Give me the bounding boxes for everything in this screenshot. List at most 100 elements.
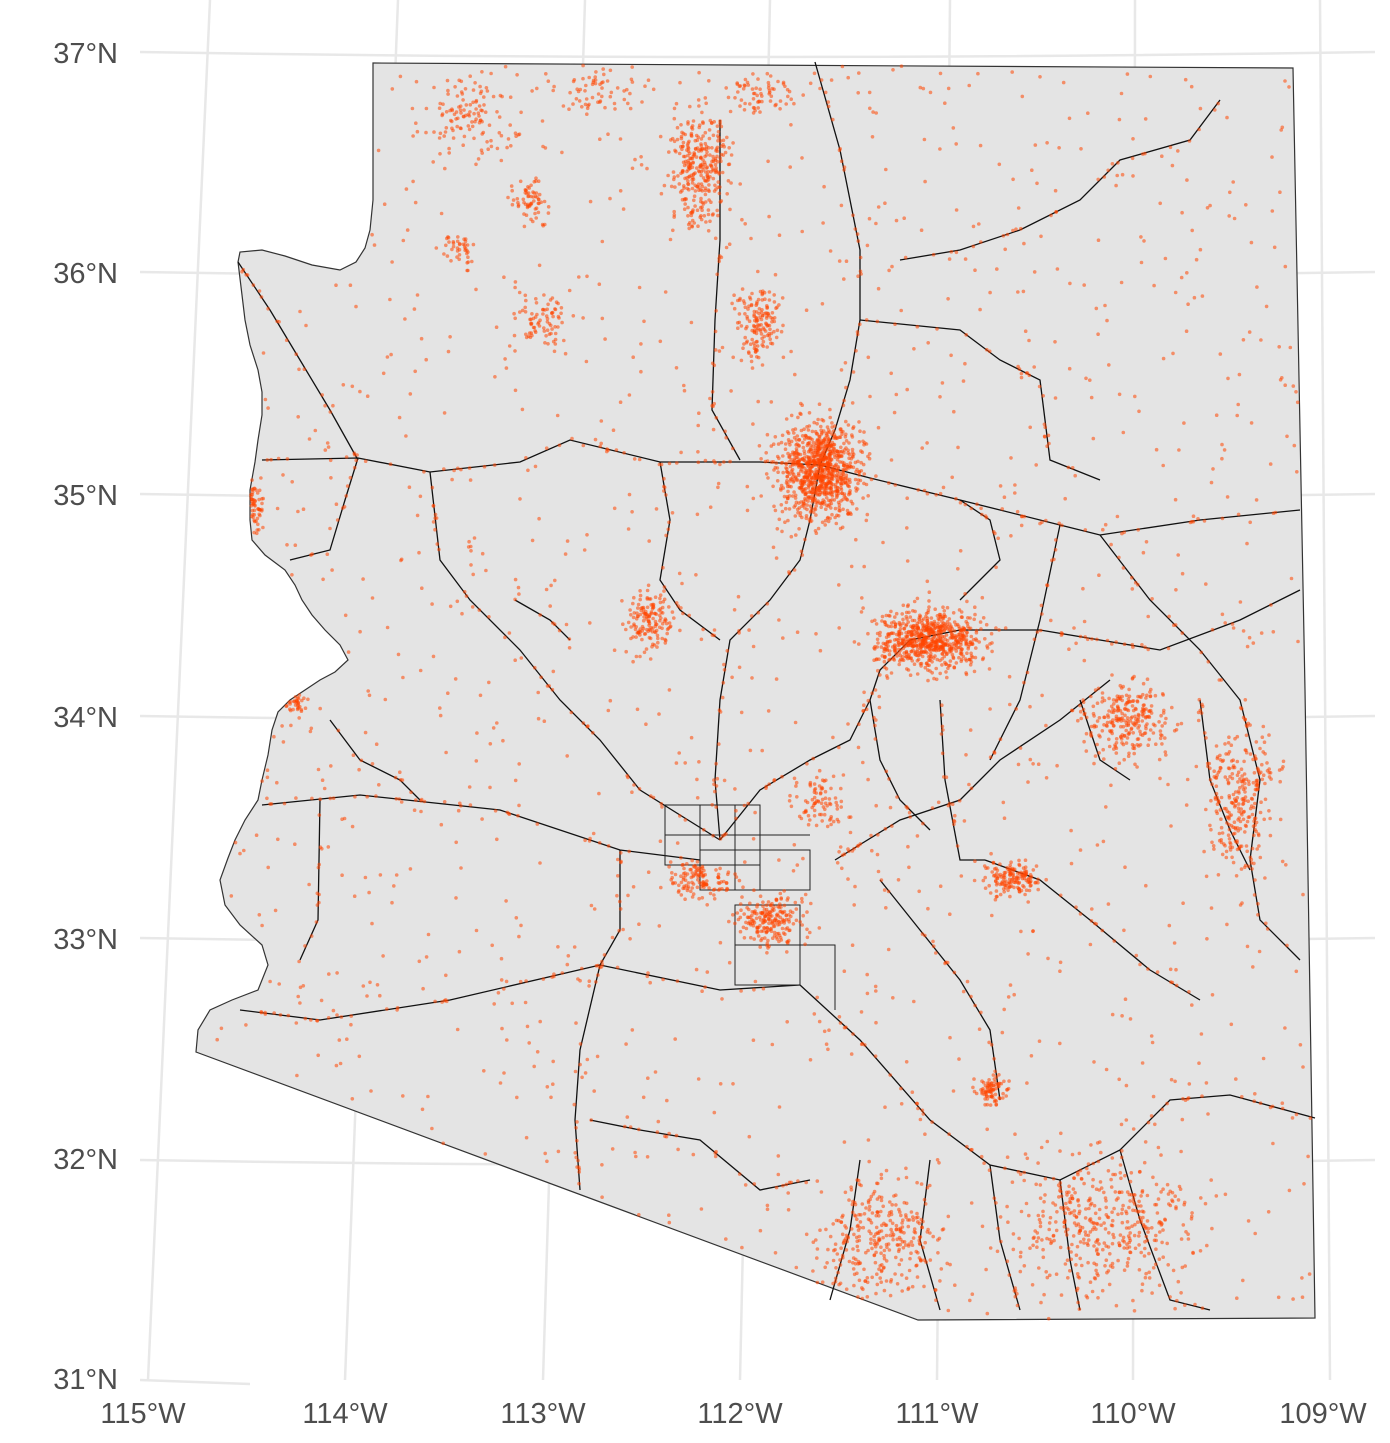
incident-point	[540, 119, 545, 123]
incident-point	[1123, 1173, 1127, 1178]
incident-point	[736, 326, 740, 331]
incident-point	[846, 75, 850, 80]
incident-point	[1131, 731, 1135, 735]
incident-point	[346, 650, 351, 654]
incident-point	[1121, 724, 1126, 729]
incident-point	[840, 449, 845, 454]
incident-point	[1100, 729, 1105, 733]
incident-point	[752, 911, 757, 916]
incident-point	[839, 1246, 843, 1250]
incident-point	[1141, 692, 1145, 697]
incident-point	[260, 779, 264, 783]
incident-point	[809, 901, 813, 906]
incident-point	[923, 179, 927, 184]
incident-point	[260, 507, 264, 512]
incident-point	[1226, 833, 1231, 837]
incident-point	[1084, 715, 1089, 720]
incident-point	[944, 633, 949, 637]
incident-point	[756, 934, 761, 938]
incident-point	[1137, 1234, 1141, 1238]
incident-point	[751, 422, 755, 426]
incident-point	[1209, 906, 1214, 910]
incident-point	[949, 353, 953, 358]
incident-point	[1115, 704, 1120, 709]
incident-point	[632, 457, 637, 461]
incident-point	[1112, 702, 1116, 706]
incident-point	[881, 1204, 885, 1209]
incident-point	[890, 1203, 894, 1207]
incident-point	[872, 1189, 877, 1194]
incident-point	[1124, 1211, 1129, 1216]
incident-point	[585, 533, 589, 537]
incident-point	[819, 424, 823, 429]
incident-point	[719, 159, 723, 163]
incident-point	[641, 618, 646, 623]
incident-point	[923, 641, 928, 645]
incident-point	[1147, 1270, 1151, 1275]
incident-point	[938, 1279, 942, 1283]
incident-point	[1017, 889, 1022, 894]
incident-point	[954, 142, 958, 146]
incident-point	[1280, 859, 1285, 864]
incident-point	[771, 460, 776, 464]
incident-point	[867, 452, 872, 456]
incident-point	[634, 635, 638, 639]
incident-point	[672, 116, 677, 121]
incident-point	[1158, 1230, 1162, 1234]
incident-point	[1177, 448, 1181, 452]
incident-point	[1158, 729, 1163, 733]
incident-point	[875, 852, 880, 857]
incident-point	[878, 630, 882, 635]
incident-point	[1012, 880, 1016, 885]
incident-point	[984, 622, 989, 627]
incident-point	[743, 312, 747, 316]
incident-point	[296, 994, 301, 999]
incident-point	[467, 539, 471, 544]
incident-point	[840, 64, 845, 69]
incident-point	[1081, 586, 1085, 591]
incident-point	[1259, 631, 1264, 635]
incident-point	[801, 503, 806, 507]
incident-point	[669, 184, 674, 189]
incident-point	[1190, 1214, 1194, 1219]
incident-point	[343, 613, 348, 618]
incident-point	[390, 260, 394, 264]
incident-point	[1034, 864, 1039, 868]
incident-point	[1168, 967, 1173, 972]
incident-point	[417, 959, 422, 964]
incident-point	[1054, 1228, 1059, 1233]
incident-point	[894, 1227, 899, 1232]
incident-point	[894, 1255, 898, 1260]
incident-point	[622, 89, 626, 93]
incident-point	[1039, 1145, 1044, 1150]
incident-point	[1197, 1061, 1201, 1065]
incident-point	[818, 648, 823, 653]
incident-point	[335, 971, 339, 975]
incident-point	[790, 462, 795, 466]
incident-point	[820, 430, 824, 435]
incident-point	[764, 322, 769, 327]
incident-point	[1076, 1170, 1080, 1175]
incident-point	[964, 633, 969, 638]
incident-point	[1209, 1178, 1213, 1182]
incident-point	[366, 689, 371, 693]
incident-point	[1247, 782, 1251, 787]
incident-point	[296, 509, 300, 514]
incident-point	[811, 1269, 815, 1273]
incident-point	[1173, 290, 1178, 295]
incident-point	[581, 443, 586, 448]
incident-point	[551, 1082, 555, 1086]
incident-point	[1103, 1196, 1108, 1200]
incident-point	[329, 476, 333, 480]
incident-point	[1154, 447, 1159, 452]
incident-point	[935, 1158, 940, 1162]
incident-point	[911, 1236, 916, 1240]
incident-point	[672, 209, 676, 214]
incident-point	[952, 970, 957, 975]
incident-point	[807, 496, 811, 500]
incident-point	[541, 977, 546, 981]
incident-point	[1120, 716, 1125, 720]
incident-point	[499, 956, 504, 961]
incident-point	[1279, 128, 1283, 132]
